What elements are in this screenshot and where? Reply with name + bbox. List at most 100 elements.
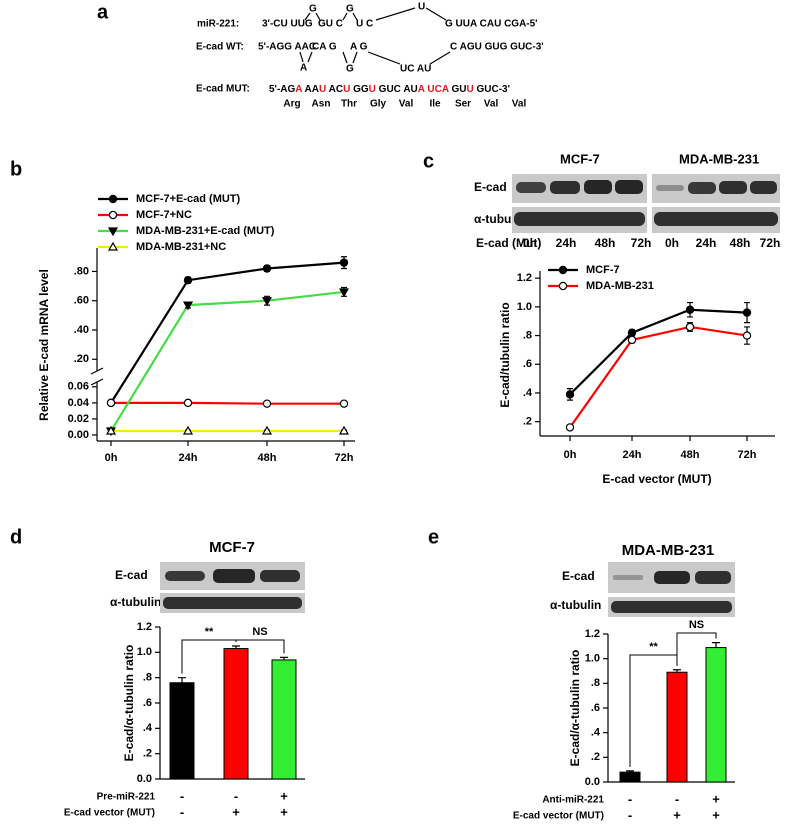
axis-break xyxy=(90,367,104,375)
point xyxy=(183,276,193,285)
y-axis-label: E-cad/tubulin ratio xyxy=(498,302,512,407)
x-axis-label: E-cad vector (MUT) xyxy=(602,472,711,486)
seq-label: miR-221: xyxy=(197,19,239,30)
mut-sequence: 5'-AGA AAU ACU GGU GUC AUA UCA GUU GUC-3… xyxy=(269,84,510,95)
y-tick-label: .40 xyxy=(74,324,89,336)
point xyxy=(565,390,575,399)
y-tick-label: .8 xyxy=(591,677,600,689)
lane: 72h xyxy=(631,236,652,250)
seq-bulge: G xyxy=(346,64,354,75)
point xyxy=(183,398,193,408)
bar xyxy=(169,682,195,780)
error-bar xyxy=(232,645,240,649)
lane-label: E-cad (Mut) xyxy=(476,236,541,250)
treatment-sign: - xyxy=(180,788,184,803)
lane: 48h xyxy=(730,236,751,250)
seq-fragment: CA G xyxy=(312,42,337,53)
y-tick-label: .20 xyxy=(74,353,89,365)
panel-label: d xyxy=(10,526,22,548)
significance-label: NS xyxy=(689,619,704,631)
treatment-sign: - xyxy=(628,807,632,822)
seq-fragment: 5'-AGG AAC xyxy=(258,42,316,53)
band xyxy=(163,597,302,609)
point xyxy=(182,301,194,311)
point xyxy=(262,399,272,408)
bar xyxy=(271,659,297,780)
connector xyxy=(352,51,358,64)
connector xyxy=(375,7,416,21)
seq-segment: GG xyxy=(350,84,369,95)
x-tick-label: 72h xyxy=(335,452,354,464)
y-tick-label: 1.2 xyxy=(517,272,532,284)
error-bar xyxy=(178,677,186,683)
series-line xyxy=(110,290,345,432)
legend-marker xyxy=(107,241,119,251)
panel-label: b xyxy=(10,158,22,180)
blot-row-label: α-tubulin xyxy=(110,595,161,609)
connector xyxy=(425,7,447,21)
blot-e: E-cad α-tubulin xyxy=(550,562,735,617)
band xyxy=(514,212,645,226)
y-tick-label: .4 xyxy=(523,387,533,399)
band xyxy=(213,569,255,583)
amino-acid: Arg xyxy=(283,99,300,110)
blot-row-label: E-cad xyxy=(115,568,148,582)
lane: 0h xyxy=(665,236,679,250)
legend-marker xyxy=(108,194,118,204)
bar xyxy=(223,648,249,780)
band xyxy=(654,571,690,584)
y-tick-label: .2 xyxy=(143,748,152,760)
seq-segment: GU xyxy=(449,84,467,95)
bar xyxy=(705,647,727,783)
point xyxy=(685,305,695,314)
y-tick-label: 0.00 xyxy=(68,429,89,441)
connector xyxy=(342,51,348,64)
point xyxy=(627,328,637,337)
seq-segment: U xyxy=(369,84,376,95)
band xyxy=(613,575,643,580)
band xyxy=(688,182,716,194)
legend-label: MCF-7+NC xyxy=(136,209,192,221)
band xyxy=(615,180,643,194)
blot-row-label: E-cad xyxy=(562,569,595,583)
seq-label: E-cad MUT: xyxy=(196,84,250,95)
treatment-sign: - xyxy=(234,788,238,803)
y-tick-label: 1.0 xyxy=(585,653,600,665)
legend-label: MDA-MB-231+NC xyxy=(136,241,226,253)
legend-marker xyxy=(558,281,568,291)
x-tick-label: 0h xyxy=(564,449,577,461)
legend-label: MCF-7+E-cad (MUT) xyxy=(136,193,241,205)
panel-label: a xyxy=(97,1,109,23)
chart-title: MDA-MB-231 xyxy=(622,542,715,559)
band xyxy=(656,185,684,191)
seq-bulge: G xyxy=(346,4,354,15)
panel-label: e xyxy=(428,526,439,548)
seq-fragment: C AGU GUG GUC-3' xyxy=(450,42,544,53)
seq-segment: UCA xyxy=(427,84,448,95)
significance-bracket xyxy=(235,639,285,654)
seq-bulge: UC AU xyxy=(400,64,431,75)
sequence-panel: miR-221: 3'-CU UUG GU C U C G UUA CAU CG… xyxy=(196,2,544,95)
treatment-sign: + xyxy=(712,807,720,822)
treatment-sign: + xyxy=(280,788,288,803)
y-tick-label: 1.2 xyxy=(137,621,152,633)
y-axis-label: E-cad/α-tubulin ratio xyxy=(122,645,136,762)
treatment-sign: + xyxy=(673,807,681,822)
series-line xyxy=(110,261,345,404)
y-tick-label: .8 xyxy=(143,672,152,684)
treatment-sign: - xyxy=(180,804,184,819)
connector xyxy=(307,51,313,63)
treatment-label: Anti-miR-221 xyxy=(542,795,604,806)
seq-segment: AC xyxy=(326,84,343,95)
seq-segment: A xyxy=(295,84,302,95)
connector xyxy=(299,51,304,63)
point xyxy=(261,425,273,435)
seq-segment: GUC AU xyxy=(376,84,418,95)
y-tick-label: .2 xyxy=(523,416,532,428)
y-tick-label: .6 xyxy=(143,697,152,709)
legend-label: MDA-MB-231 xyxy=(586,280,654,292)
point xyxy=(105,425,117,435)
error-bar xyxy=(280,656,288,660)
amino-acid: Ile xyxy=(429,99,441,110)
